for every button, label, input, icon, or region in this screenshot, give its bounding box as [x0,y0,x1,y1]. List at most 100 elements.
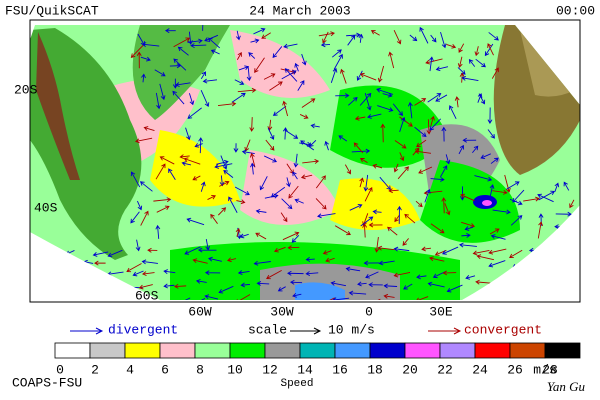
wind-vector [190,43,207,49]
wind-vector [173,58,187,71]
wind-vector [489,184,495,200]
colorbar [54,342,581,359]
wind-vector [490,157,499,164]
andes [36,32,80,180]
wind-vector [92,251,109,257]
wind-vector [393,29,402,45]
wind-vector [475,58,486,68]
wind-vector [319,297,335,300]
colorbar-cell [229,342,266,359]
legend [70,327,462,335]
wind-vector [378,260,395,266]
wind-vector [387,226,398,236]
wind-vector [372,163,383,169]
wind-vector [292,292,302,298]
wind-vector [153,197,172,203]
wind-vector [396,205,402,224]
wind-vector [244,139,251,152]
wind-vector [139,181,153,192]
wind-vector [407,101,413,119]
wind-vector [207,37,221,49]
wind-vector [460,193,475,202]
storm [482,200,492,206]
wind-vector [563,181,570,191]
wind-vector [49,261,61,267]
wind-vector [294,198,304,204]
colorbar-unit: m/s [533,362,556,377]
wind-vector [334,225,351,236]
wind-vector [282,100,289,117]
wind-vector [554,182,560,192]
wind-vector [207,194,216,200]
wind-vector [461,75,479,81]
wind-vector [155,163,166,180]
wind-vector [217,207,227,216]
wind-vector [454,96,460,108]
wind-vector [461,221,476,228]
wind-vector [542,295,555,300]
wind-vector [233,143,239,153]
wind-vector [402,238,409,246]
wind-vector [325,257,335,263]
wind-vector [30,258,43,264]
wind-vector [305,271,319,276]
wind-vector [465,275,476,280]
wind-vector [338,135,348,142]
wind-vector [404,213,416,224]
wind-vector [51,294,64,299]
colorbar-cell [194,342,231,359]
wind-vector [141,73,146,83]
wind-vector [192,175,201,181]
wind-vector [462,137,477,143]
wind-vector [263,155,278,163]
wind-vector [292,171,298,180]
wind-vector [84,271,95,277]
wind-vector [477,93,483,103]
wind-vector [135,239,141,252]
wind-vector [383,293,395,299]
wind-vector [476,254,495,261]
wind-vector [200,89,210,108]
wind-vector [441,126,447,142]
wind-vector [506,181,520,190]
wind-vector [280,212,288,223]
wind-vector [340,68,347,84]
wind-vector [195,278,207,284]
colorbar-tick-label: 18 [367,362,383,377]
wind-vector [489,228,500,235]
colorbar-cell [474,342,511,359]
wind-vector [177,46,189,56]
wind-vector [492,209,511,215]
wind-vector [430,176,445,182]
wind-vector [231,92,246,103]
wind-vector [187,38,203,44]
wind-vector [173,37,191,48]
wind-vector [155,224,161,239]
wind-vector [388,51,395,69]
wind-vector [159,156,175,165]
wind-vector [523,196,540,202]
wind-vector [294,62,299,72]
lat-label: 20S [14,82,38,97]
wind-vector [293,153,299,168]
wind-vector [377,65,385,83]
speed-region [420,160,520,243]
speed-region [150,130,240,207]
wind-vector [557,226,564,243]
wind-vector [184,246,201,255]
wind-vector [273,246,286,253]
wind-vector [259,176,268,191]
wind-vector [255,208,267,214]
wind-vector [305,257,315,262]
wind-vector [511,286,522,293]
wind-vector [414,98,427,106]
wind-vector [446,284,463,293]
wind-vector [457,56,463,68]
wind-vector [330,67,338,83]
wind-vector [218,285,234,294]
wind-vector [141,271,155,277]
wind-vector [488,260,506,268]
wind-vector [107,249,123,258]
wind-vector [235,228,241,237]
wind-vector [163,283,175,289]
